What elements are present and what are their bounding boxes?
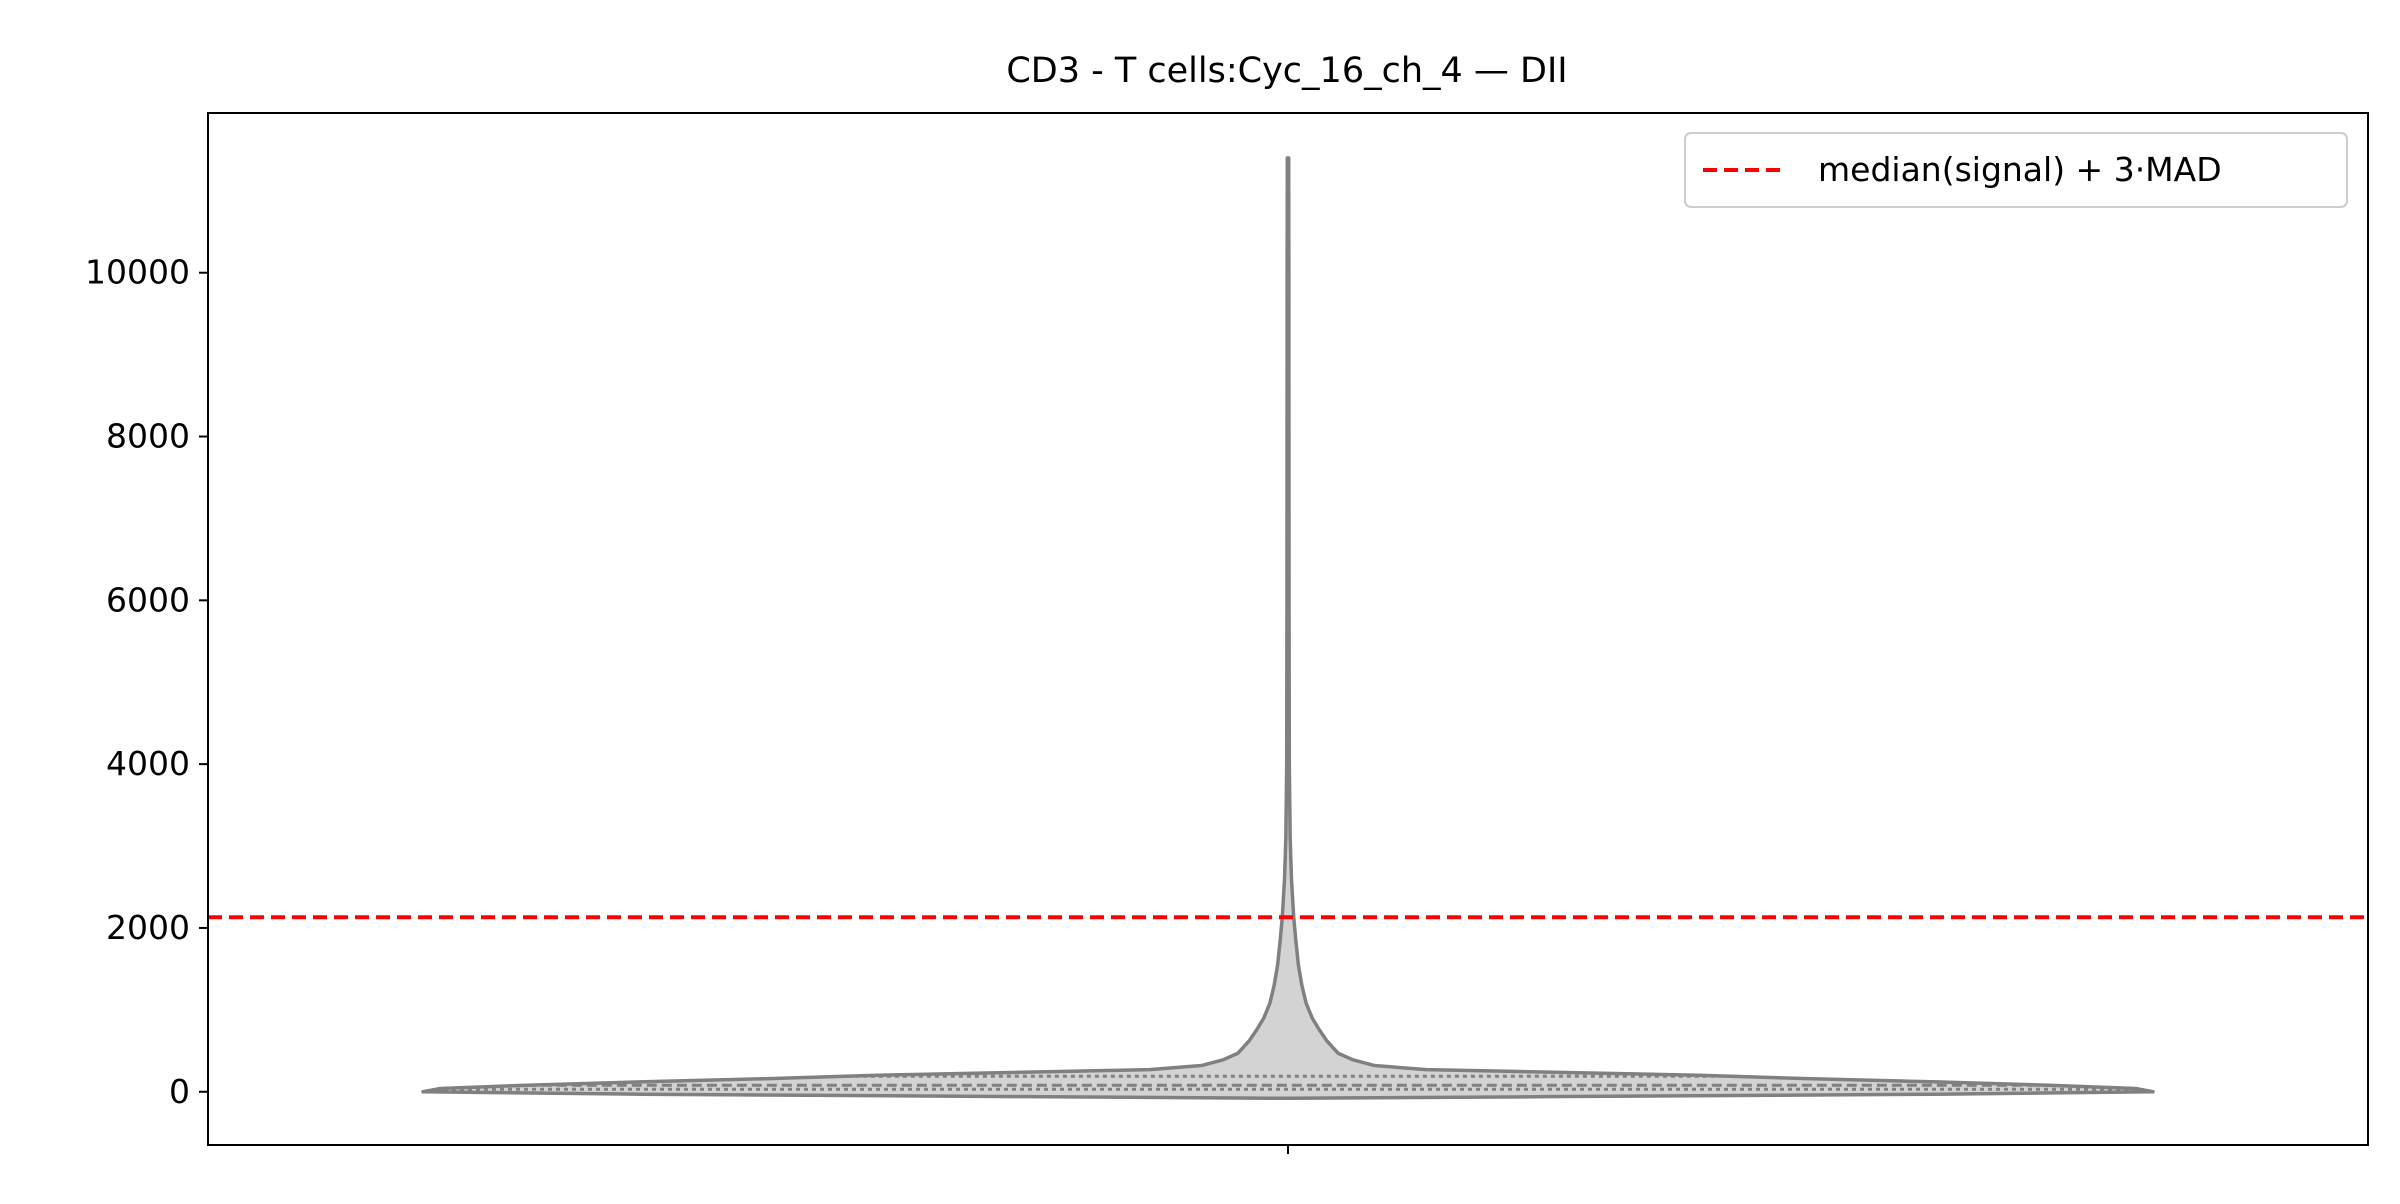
y-tick-label: 10000 [85, 253, 190, 292]
legend-label: median(signal) + 3·MAD [1818, 150, 2222, 189]
legend-box [1684, 132, 2348, 208]
y-tick-label: 2000 [106, 908, 190, 947]
chart-title: CD3 - T cells:Cyc_16_ch_4 — DII [1006, 51, 1567, 91]
axes-frame [207, 112, 2369, 1146]
y-tick-label: 6000 [106, 580, 190, 619]
y-axis: 0 2000 4000 6000 8000 10000 [85, 253, 1289, 1154]
y-tick-label: 4000 [106, 744, 190, 783]
plot-area [208, 156, 2368, 1101]
violin-body [421, 156, 2155, 1101]
legend: median(signal) + 3·MAD [1684, 132, 2348, 208]
y-tick-label: 8000 [106, 417, 190, 456]
y-tick-label: 0 [169, 1072, 190, 1111]
